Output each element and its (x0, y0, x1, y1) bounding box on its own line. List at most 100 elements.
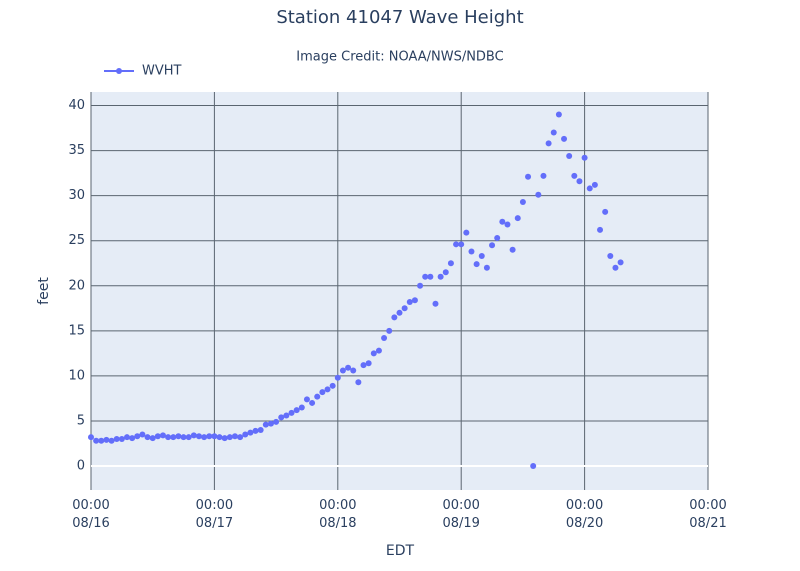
data-point (216, 434, 223, 441)
data-point (391, 314, 398, 321)
data-point (118, 435, 125, 442)
data-point (175, 433, 182, 440)
data-point (504, 221, 511, 228)
data-point (463, 229, 470, 236)
data-point (334, 374, 341, 381)
data-point (134, 433, 141, 440)
data-point (550, 129, 557, 136)
data-point (103, 436, 110, 443)
data-point (561, 135, 568, 142)
chart-subtitle: Image Credit: NOAA/NWS/NDBC (296, 50, 503, 65)
data-point (509, 246, 516, 253)
data-point (612, 264, 619, 271)
data-point (401, 305, 408, 312)
data-point (473, 261, 480, 268)
data-point (525, 173, 532, 180)
data-point (129, 435, 136, 442)
data-point (432, 300, 439, 307)
data-point (231, 433, 238, 440)
data-point (201, 434, 208, 441)
data-point (206, 433, 213, 440)
data-point (262, 421, 269, 428)
data-point (267, 420, 274, 427)
data-point (190, 432, 197, 439)
data-point (468, 248, 475, 255)
data-point (170, 434, 177, 441)
x-tick-label: 00:00 08/19 (442, 498, 479, 531)
x-axis-label: EDT (386, 543, 415, 559)
data-point (252, 427, 259, 434)
data-point (185, 434, 192, 441)
data-point (478, 253, 485, 260)
data-point (370, 350, 377, 357)
data-point (406, 298, 413, 305)
data-point (293, 407, 300, 414)
data-point (360, 362, 367, 369)
y-tick-label: 10 (68, 368, 85, 383)
data-point (591, 181, 598, 188)
x-tick-label: 00:00 08/17 (196, 498, 233, 531)
data-point (411, 297, 418, 304)
data-point (396, 309, 403, 316)
data-point (514, 215, 521, 222)
data-point (499, 218, 506, 225)
data-point (576, 178, 583, 185)
data-point (494, 235, 501, 242)
data-point (237, 434, 244, 441)
data-point (607, 253, 614, 260)
data-point (447, 260, 454, 267)
data-point (458, 241, 465, 248)
data-point (324, 386, 331, 393)
x-tick-label: 00:00 08/18 (319, 498, 356, 531)
data-point (355, 379, 362, 386)
data-point (211, 433, 218, 440)
data-point (283, 412, 290, 419)
y-tick-label: 25 (68, 233, 85, 248)
data-point (586, 185, 593, 192)
data-point (226, 434, 233, 441)
data-point (159, 432, 166, 439)
data-point (483, 264, 490, 271)
plot-background (91, 92, 708, 490)
data-point (453, 241, 460, 248)
x-tick-label: 00:00 08/21 (689, 498, 726, 531)
y-tick-label: 35 (68, 143, 85, 158)
legend-label: WVHT (142, 64, 182, 79)
x-tick-label: 00:00 08/20 (566, 498, 603, 531)
data-point (519, 198, 526, 205)
data-point (88, 434, 94, 441)
data-point (422, 273, 429, 280)
data-point (535, 191, 542, 198)
data-point (427, 273, 434, 280)
data-point (581, 154, 588, 161)
data-point (247, 429, 254, 436)
data-point (530, 463, 537, 470)
data-point (540, 172, 547, 179)
legend-marker (116, 68, 122, 74)
data-point (195, 433, 202, 440)
data-point (144, 434, 151, 441)
data-point (602, 208, 609, 215)
data-point (571, 172, 578, 179)
data-point (123, 434, 130, 441)
y-tick-label: 20 (68, 278, 85, 293)
data-point (350, 367, 357, 374)
x-tick-label: 00:00 08/16 (72, 498, 109, 531)
data-point (566, 152, 573, 159)
y-tick-label: 30 (68, 188, 85, 203)
data-point (345, 364, 352, 371)
data-point (365, 360, 372, 367)
y-tick-label: 40 (68, 98, 85, 113)
data-point (339, 367, 346, 374)
data-point (108, 437, 115, 444)
data-point (381, 335, 388, 342)
data-point (93, 437, 100, 444)
y-axis-label: feet (36, 277, 52, 305)
data-point (545, 140, 552, 147)
data-point (273, 418, 280, 425)
data-point (617, 259, 624, 266)
data-point (303, 396, 310, 403)
chart-title: Station 41047 Wave Height (276, 7, 523, 28)
data-point (375, 347, 382, 354)
data-point (278, 414, 285, 421)
